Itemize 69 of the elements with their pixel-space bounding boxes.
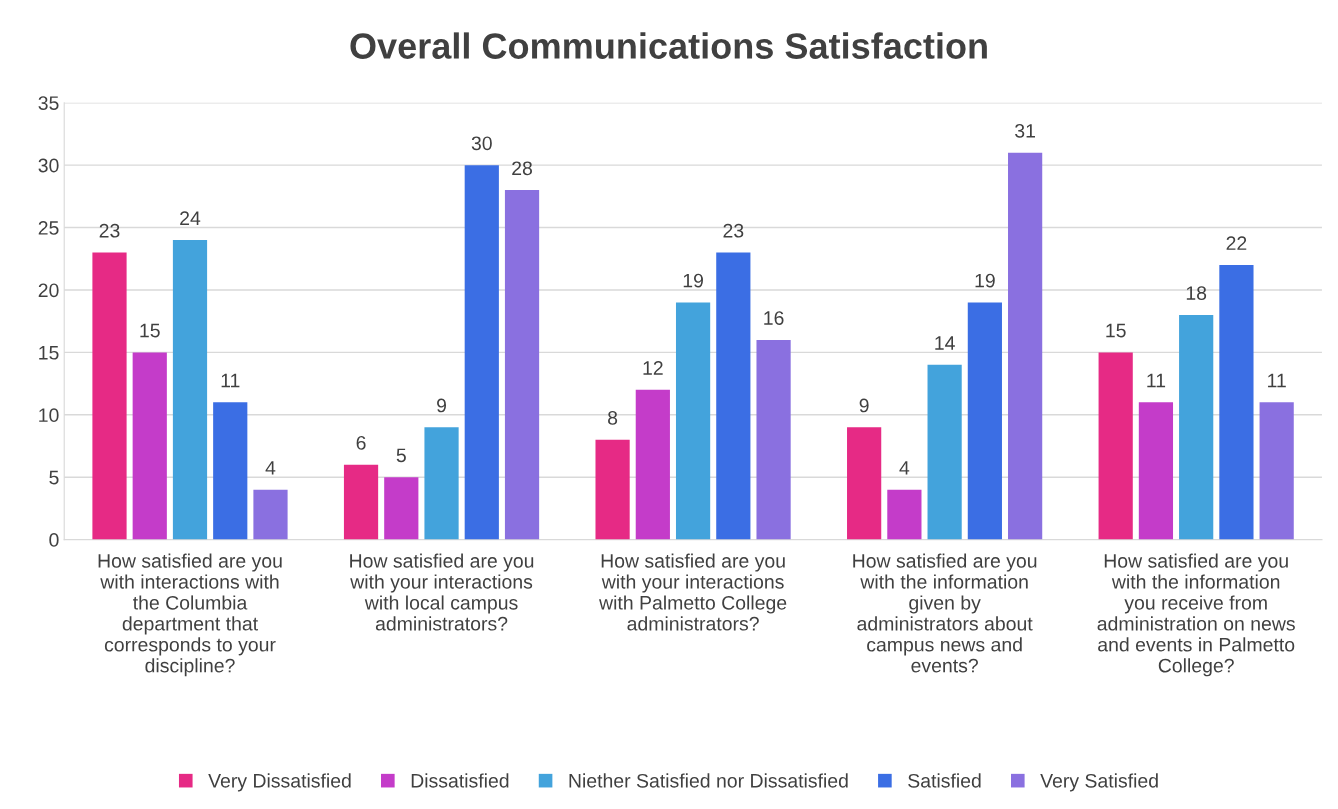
bar: [343, 464, 379, 540]
y-tick-label: 10: [39, 408, 59, 423]
bar: [1219, 265, 1254, 540]
bar: [1259, 402, 1294, 540]
legend-label: Niether Satisfied nor Dissatisfied: [569, 773, 848, 788]
y-tick-label: 5: [49, 470, 59, 485]
bar: [1179, 314, 1214, 540]
y-tick-label: 25: [38, 221, 59, 235]
bar: [464, 165, 499, 540]
data-label: 5: [396, 448, 406, 463]
x-tick-label: How satisfied are you with your interactions with Palmetto College administrators?: [599, 553, 787, 631]
bar: [756, 339, 791, 540]
y-tick-label: 20: [38, 283, 59, 298]
data-label: 9: [859, 398, 869, 413]
bar: [1138, 402, 1174, 540]
bar: [172, 240, 208, 540]
y-tick-label: 15: [39, 346, 59, 360]
data-label: 11: [221, 373, 240, 388]
y-tick-label: 0: [49, 533, 59, 547]
bar: [213, 402, 248, 540]
x-tick-label: How satisfied are you with interactions with the Columbia department that corresponds to your discipline?: [98, 553, 282, 677]
x-tick-label: How satisfied are you with the information you receive from administration on news and events in Palmetto College?: [1097, 553, 1295, 677]
data-label: 24: [180, 211, 201, 225]
data-label: 15: [140, 323, 160, 338]
bar: [1098, 352, 1133, 540]
data-label: 30: [471, 136, 492, 151]
data-label: 23: [723, 223, 744, 238]
bar: [132, 352, 167, 540]
data-label: 15: [1106, 323, 1126, 338]
data-label: 4: [899, 461, 910, 475]
data-label: 16: [764, 311, 784, 325]
bar: [887, 489, 922, 540]
x-tick-label: How satisfied are you with your interactions with local campus administrators?: [350, 553, 534, 631]
data-label: 4: [265, 461, 276, 475]
bar: [595, 439, 630, 540]
data-label: 9: [437, 398, 447, 413]
data-label: 11: [1147, 373, 1166, 388]
y-tick-label: 30: [38, 158, 59, 173]
y-tick-label: 35: [38, 96, 59, 110]
bar: [504, 190, 540, 540]
bar: [716, 252, 751, 540]
bar: [927, 364, 962, 540]
data-label: 8: [608, 411, 618, 425]
data-label: 14: [935, 336, 955, 350]
bar: [675, 302, 711, 540]
data-label: 6: [356, 435, 366, 450]
x-tick-label: How satisfied are you with the information given by administrators about campus news and events?: [853, 553, 1037, 673]
legend-label: Dissatisfied: [411, 773, 509, 788]
bar: [967, 302, 1002, 540]
bar: [384, 477, 419, 540]
data-label: 31: [1015, 123, 1035, 138]
legend-label: Satisfied: [908, 773, 981, 788]
data-label: 18: [1186, 286, 1207, 300]
data-label: 19: [683, 273, 703, 288]
data-label: 22: [1226, 236, 1247, 250]
bar: [253, 489, 288, 540]
data-label: 23: [99, 223, 120, 238]
data-label: 12: [643, 361, 663, 375]
bar: [92, 252, 127, 540]
data-label: 28: [512, 161, 532, 176]
bar: [847, 427, 882, 540]
bar: [424, 427, 459, 540]
chart-title: Overall Communications Satisfaction: [350, 32, 987, 59]
data-label: 11: [1268, 373, 1286, 388]
data-label: 19: [975, 273, 995, 288]
legend-label: Very Satisfied: [1040, 773, 1158, 792]
legend-label: Very Dissatisfied: [208, 773, 351, 792]
bar: [1008, 152, 1043, 540]
bar: [635, 389, 670, 540]
